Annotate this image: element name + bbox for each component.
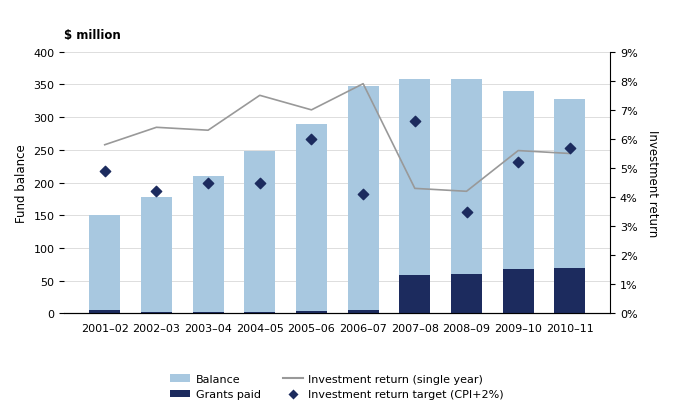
Investment return target (CPI+2%) — [461, 209, 472, 215]
Bar — [244, 152, 275, 313]
Investment return target (CPI+2%) — [203, 180, 214, 186]
Text: $ million: $ million — [65, 29, 121, 42]
Investment return (single year) — [204, 128, 212, 133]
Investment return target (CPI+2%) — [358, 192, 369, 198]
Bar — [296, 312, 327, 313]
Bar — [141, 312, 172, 313]
Bar — [503, 269, 534, 313]
Bar — [555, 100, 586, 313]
Bar — [348, 87, 379, 313]
Bar — [193, 312, 224, 313]
Bar — [348, 310, 379, 313]
Bar — [89, 216, 120, 313]
Investment return target (CPI+2%) — [99, 168, 110, 175]
Investment return (single year) — [255, 94, 264, 98]
Investment return (single year) — [566, 151, 574, 156]
Y-axis label: Fund balance: Fund balance — [15, 144, 28, 222]
Investment return target (CPI+2%) — [151, 189, 162, 195]
Investment return target (CPI+2%) — [513, 160, 524, 166]
Bar — [193, 177, 224, 313]
Investment return (single year) — [152, 126, 160, 130]
Bar — [141, 198, 172, 313]
Bar — [89, 310, 120, 313]
Investment return (single year) — [359, 82, 367, 87]
Investment return (single year) — [462, 190, 470, 194]
Bar — [503, 92, 534, 313]
Investment return (single year) — [307, 108, 315, 113]
Bar — [399, 276, 430, 313]
Bar — [451, 274, 482, 313]
Bar — [451, 80, 482, 313]
Investment return (single year) — [410, 186, 419, 191]
Investment return target (CPI+2%) — [254, 180, 265, 186]
Bar — [296, 124, 327, 313]
Y-axis label: Investment return: Investment return — [646, 130, 659, 237]
Bar — [399, 80, 430, 313]
Investment return target (CPI+2%) — [565, 145, 576, 151]
Bar — [555, 268, 586, 313]
Investment return (single year) — [514, 149, 522, 153]
Bar — [244, 312, 275, 313]
Investment return (single year) — [100, 143, 109, 148]
Investment return target (CPI+2%) — [306, 136, 317, 143]
Investment return target (CPI+2%) — [409, 119, 420, 126]
Line: Investment return (single year): Investment return (single year) — [104, 85, 570, 192]
Legend: Balance, Grants paid, Investment return (single year), Investment return target : Balance, Grants paid, Investment return … — [170, 374, 504, 399]
